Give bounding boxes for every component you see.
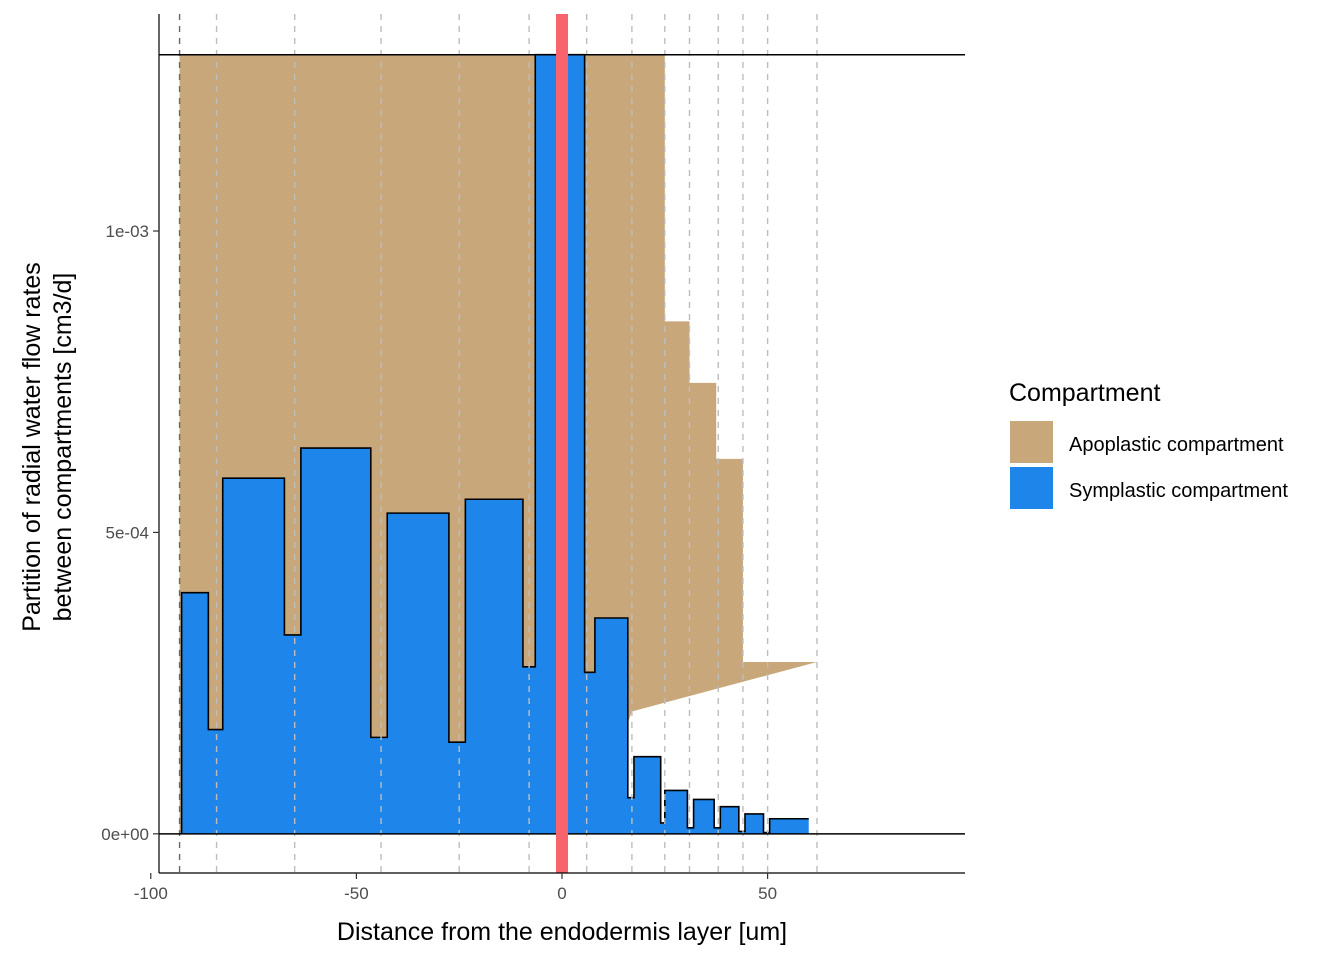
x-tick-label: -50 [344, 884, 369, 903]
symplastic-outline [180, 53, 809, 834]
y-axis-title-line-1: Partition of radial water flow rates [18, 262, 46, 632]
legend: Compartment Apoplastic compartment Sympl… [1009, 379, 1288, 509]
legend-key-symplastic [1010, 467, 1053, 509]
legend-title: Compartment [1009, 379, 1160, 407]
x-tick-label: 0 [557, 884, 566, 903]
legend-label-apoplastic: Apoplastic compartment [1069, 434, 1284, 456]
y-axis-title-line-2: between compartments [cm3/d] [49, 273, 77, 622]
legend-label-symplastic: Symplastic compartment [1069, 480, 1288, 502]
x-axis-title: Distance from the endodermis layer [um] [337, 918, 787, 946]
legend-key-apoplastic [1010, 421, 1053, 463]
x-tick-label: 50 [758, 884, 777, 903]
symplastic-area [181, 54, 809, 834]
x-tick-label: -100 [134, 884, 168, 903]
y-axis-ticks: 0e+00 5e-04 1e-03 [101, 222, 159, 844]
plot-area [159, 14, 965, 873]
y-tick-label: 5e-04 [106, 523, 149, 542]
y-tick-label: 0e+00 [101, 825, 149, 844]
x-axis-ticks: -100 -50 0 50 [134, 873, 777, 903]
y-tick-label: 1e-03 [106, 222, 149, 241]
y-axis-title: Partition of radial water flow rates bet… [18, 262, 77, 632]
